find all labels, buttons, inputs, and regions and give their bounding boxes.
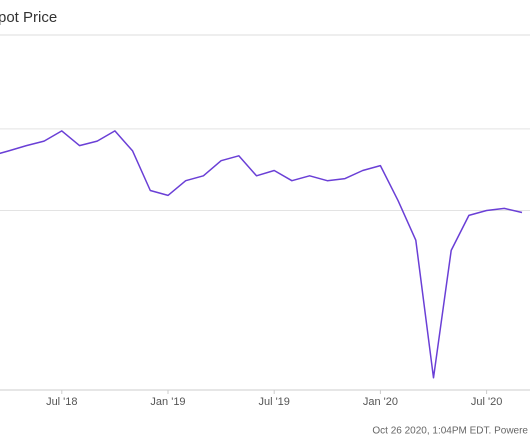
x-tick-label: Jan '20	[363, 396, 398, 408]
price-line	[0, 130, 523, 379]
footer: Oct 26 2020, 1:04PM EDT. Powere	[372, 426, 528, 437]
chart-title: pot Price	[0, 9, 57, 26]
x-tick-label: Jul '18	[46, 396, 77, 408]
x-tick-label: Jul '20	[471, 396, 502, 408]
x-tick-label: Jul '19	[258, 396, 289, 408]
x-tick-label: Jan '19	[150, 396, 185, 408]
